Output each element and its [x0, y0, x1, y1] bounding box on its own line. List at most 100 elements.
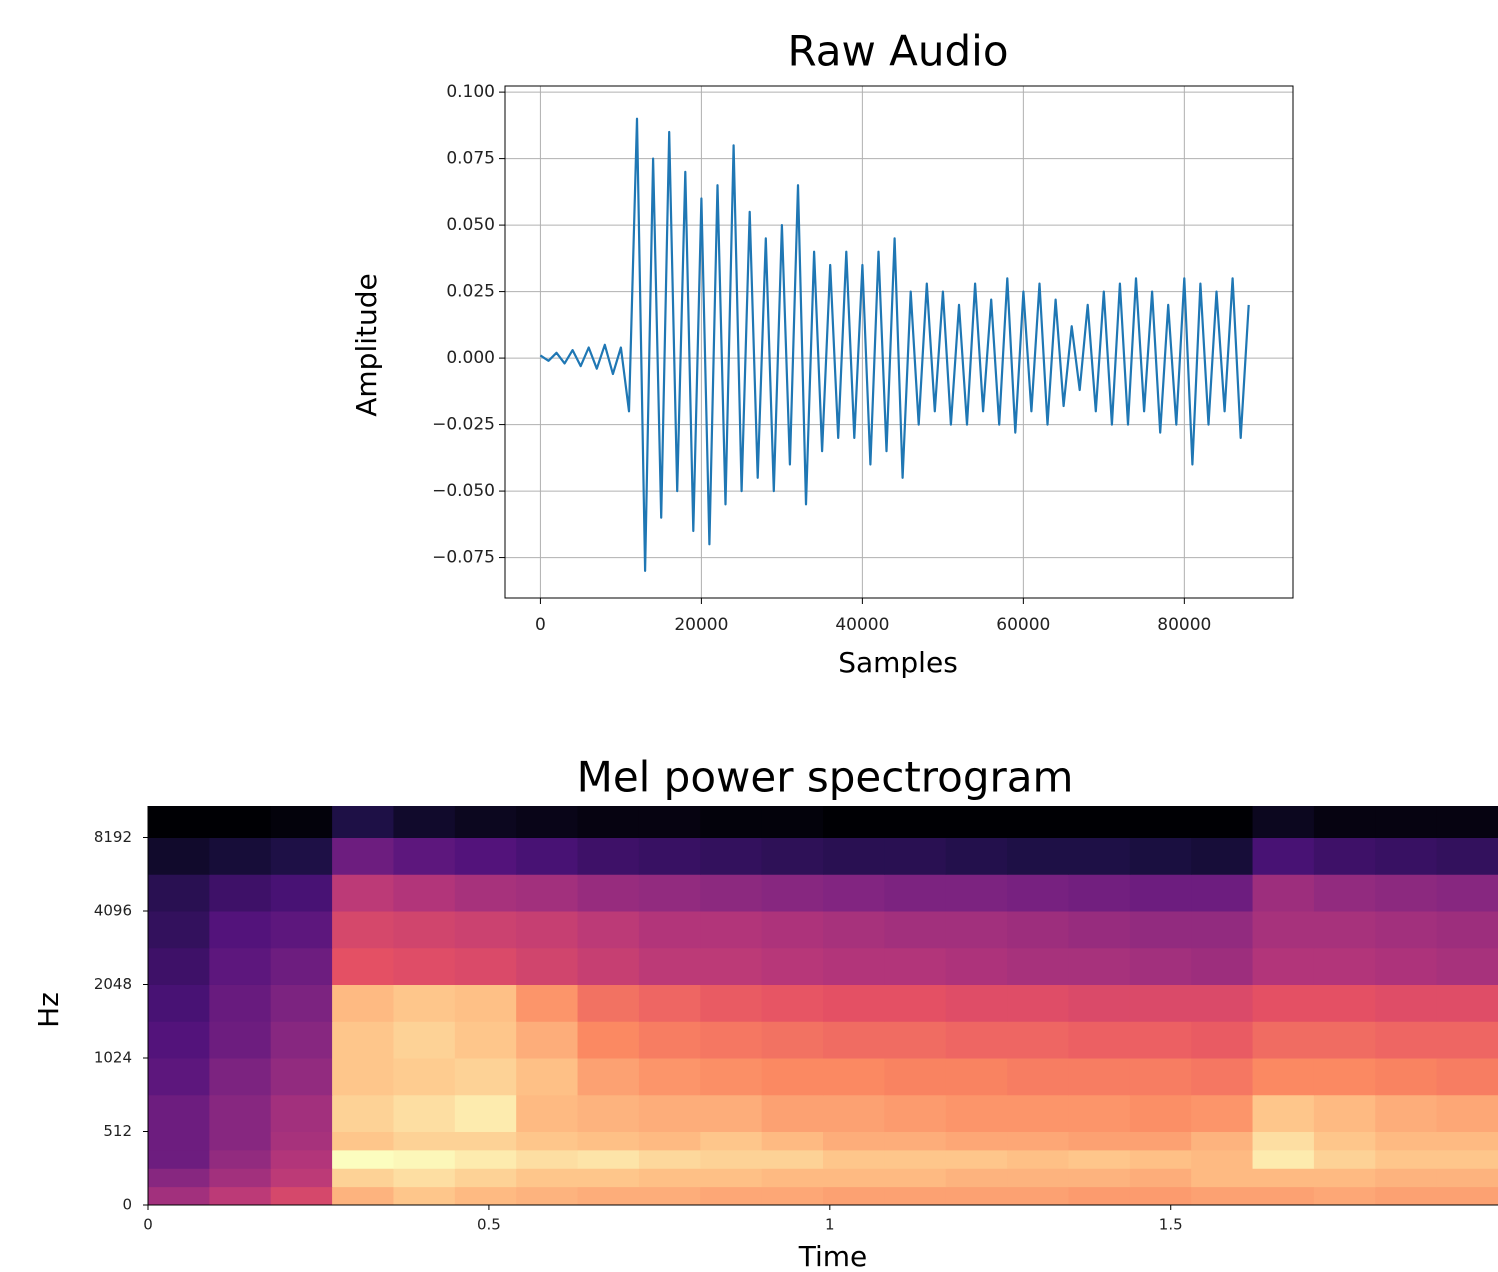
spectrogram-cell [1007, 1057, 1069, 1096]
spectrogram-cell [700, 910, 763, 949]
spectrogram-cell [209, 806, 272, 838]
spectrogram-cell [1007, 837, 1069, 875]
spectrogram-cell [884, 837, 947, 875]
spectrogram-cell [332, 910, 394, 949]
spectrogram-cell [761, 1057, 824, 1096]
spectrogram-cell [1436, 874, 1498, 912]
spectrogram-cell [1252, 1131, 1315, 1151]
spectrogram-cell [1068, 1149, 1131, 1169]
spectrogram-cell [332, 1021, 394, 1059]
spectrogram-cell [1375, 947, 1438, 985]
spectrogram-cell [1191, 1149, 1254, 1169]
spectrogram-cell [1129, 837, 1192, 875]
spectrogram-cell [638, 1149, 701, 1169]
spectrogram-cell [577, 1168, 640, 1188]
spectrogram-cell [1313, 1057, 1376, 1096]
spectrogram-cell [393, 947, 456, 985]
spectrogram-cell [1436, 1094, 1498, 1132]
x-axis-label: Time [798, 1240, 868, 1272]
spectrogram-cell [884, 947, 947, 985]
spectrogram-cell [1252, 910, 1315, 949]
y-tick-label: 0.025 [446, 282, 495, 302]
spectrogram-cell [270, 874, 333, 912]
spectrogram-cell [516, 806, 579, 838]
spectrogram-cell [1375, 1094, 1438, 1132]
spectrogram-cell [1068, 1094, 1131, 1132]
spectrogram-cell [516, 1094, 579, 1132]
spectrogram-cell [1007, 806, 1069, 838]
spectrogram-cell [577, 1057, 640, 1096]
spectrogram-cell [209, 984, 272, 1022]
spectrogram-cell [209, 1021, 272, 1059]
spectrogram-cell [148, 1057, 210, 1096]
spectrogram-cell [1191, 910, 1254, 949]
spectrogram-cell [945, 1149, 1008, 1169]
spectrogram-cell [700, 1094, 763, 1132]
y-tick-label: 0.075 [446, 149, 495, 169]
spectrogram-cell [1129, 1168, 1192, 1188]
chart-title: Raw Audio [787, 27, 1008, 76]
spectrogram-cell [393, 910, 456, 949]
spectrogram-cell [516, 984, 579, 1022]
spectrogram-cell [516, 1131, 579, 1151]
spectrogram-cell [823, 1186, 885, 1206]
spectrogram-cell [1436, 1168, 1498, 1188]
spectrogram-cell [393, 874, 456, 912]
x-tick-label: 1.5 [1159, 1216, 1183, 1234]
y-axis-label: Amplitude [350, 273, 383, 417]
spectrogram-cell [1313, 1168, 1376, 1188]
spectrogram-cell [454, 1021, 517, 1059]
spectrogram-cell [332, 1149, 394, 1169]
spectrogram-cell [761, 1186, 824, 1206]
spectrogram-cell [1068, 837, 1131, 875]
spectrogram-cell [332, 984, 394, 1022]
spectrogram-cell [454, 910, 517, 949]
spectrogram-cell [1068, 874, 1131, 912]
spectrogram-cell [700, 1057, 763, 1096]
spectrogram-cell [332, 806, 394, 838]
spectrogram-cell [148, 910, 210, 949]
waveform-line [539, 117, 1250, 572]
spectrogram-cell [1313, 806, 1376, 838]
spectrogram-cell [577, 1131, 640, 1151]
spectrogram-cell [1007, 874, 1069, 912]
spectrogram-cell [270, 837, 333, 875]
spectrogram-cell [638, 1094, 701, 1132]
spectrogram-cell [884, 1057, 947, 1096]
spectrogram-cell [454, 1149, 517, 1169]
spectrogram-cell [1191, 1021, 1254, 1059]
spectrogram-cell [1068, 910, 1131, 949]
spectrogram-cell [209, 1149, 272, 1169]
spectrogram-cell [1191, 1168, 1254, 1188]
spectrogram-cell [270, 1168, 333, 1188]
spectrogram-cell [945, 1021, 1008, 1059]
spectrogram-cell [823, 1021, 885, 1059]
spectrogram-cell [332, 874, 394, 912]
spectrogram-cell [638, 1168, 701, 1188]
spectrogram-cell [270, 1057, 333, 1096]
spectrogram-cell [700, 1186, 763, 1206]
spectrogram-cell [332, 837, 394, 875]
spectrogram-cell [945, 1168, 1008, 1188]
spectrogram-cell [577, 874, 640, 912]
spectrogram-cell [209, 1186, 272, 1206]
spectrogram-cell [516, 874, 579, 912]
spectrogram-cell [393, 837, 456, 875]
spectrogram-cell [1252, 1057, 1315, 1096]
y-tick-label: 0.000 [446, 348, 495, 368]
spectrogram-cell [1313, 1149, 1376, 1169]
y-tick-label: 8192 [94, 828, 132, 846]
spectrogram-cell [761, 984, 824, 1022]
spectrogram-cell [884, 1131, 947, 1151]
spectrogram-cell [1313, 984, 1376, 1022]
spectrogram-cell [700, 1149, 763, 1169]
spectrogram-cell [1375, 1131, 1438, 1151]
spectrogram-cell [1129, 1149, 1192, 1169]
y-axis-label: Hz [32, 992, 65, 1028]
spectrogram-cell [454, 1168, 517, 1188]
y-tick-label: −0.025 [432, 415, 495, 435]
spectrogram-cell [270, 1094, 333, 1132]
x-tick-label: 0 [143, 1216, 153, 1234]
spectrogram-cell [516, 1021, 579, 1059]
